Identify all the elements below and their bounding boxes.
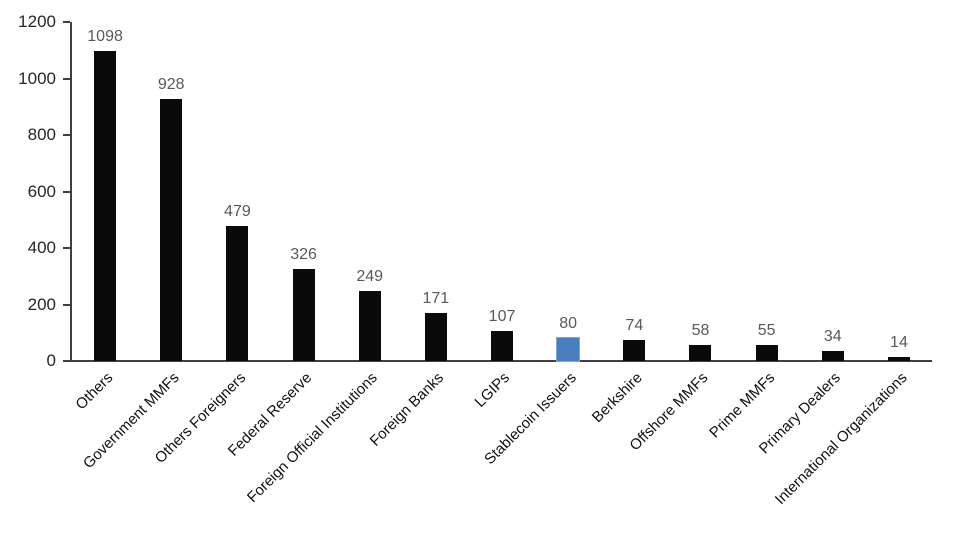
bar-slot: 74 Berkshire [589,22,667,426]
bar-slot: 1098 Others [72,22,138,413]
category-label: Prime MMFs [705,369,778,442]
bar-slot: 58 Offshore MMFs [627,22,733,455]
y-tick-label: 800 [27,125,56,144]
bar [623,340,646,361]
bar-value-label: 74 [625,317,644,335]
y-tick-label: 1200 [18,12,56,31]
bar-slot: 928 Government MMFs [80,22,204,472]
bar-value-label: 80 [559,315,578,333]
bar-value-label: 326 [290,245,317,263]
y-tick-label: 0 [46,351,56,370]
bar-slot: 55 Prime MMFs [706,22,800,441]
y-tick-mark [63,303,70,306]
category-label: LGIPs [471,369,514,411]
y-tick-mark [63,77,70,80]
bar-value-label: 14 [890,334,908,352]
bar-value-label: 1098 [87,27,123,45]
bar [424,312,447,361]
bar-value-label: 58 [691,321,710,339]
y-tick-mark [63,360,70,362]
y-tick-label: 600 [27,181,56,201]
bar-value-label: 249 [356,267,384,285]
bar [160,98,183,361]
bar-value-label: 928 [157,75,185,93]
bar [226,225,249,361]
y-tick-mark [63,247,70,249]
bar [821,351,844,361]
bar-slot: 171 Foreign Banks [367,22,469,450]
category-label: Others [72,369,117,414]
y-tick-mark [63,190,70,193]
bar-slot: 107 LGIPs [469,22,535,411]
category-label: Berkshire [588,369,646,427]
bar-value-label: 34 [823,328,842,346]
bar-value-label: 479 [224,202,251,220]
bar-slot: 479 Others Foreigners [151,22,270,467]
bar [755,345,778,361]
bar [292,268,315,361]
bar-highlighted [557,338,580,361]
bar-slot: 326 Federal Reserve [224,22,336,460]
y-axis-line [70,22,72,362]
y-tick-label: 200 [27,294,56,314]
bar-value-label: 107 [488,307,516,325]
bar-value-label: 55 [757,322,776,340]
y-tick-mark [63,21,70,23]
bar [94,50,117,361]
bar-slot: 14 International Organizations [771,22,932,508]
x-axis-baseline [70,360,932,362]
bar-slot: 249 Foreign Official Institutions [244,22,403,506]
bar-slot: 34 Primary Dealers [756,22,866,457]
category-label: Foreign Official Institutions [244,369,382,507]
bar-value-label: 171 [422,289,450,307]
bar-slot: 80 Stablecoin Issuers [481,22,601,468]
bar [887,357,910,361]
plot-area: 1098 Others 928 Government MMFs 479 Others Fo… [72,22,932,508]
y-axis: 0 200 400 600 800 1000 1200 [0,13,70,370]
category-label: International Organizations [771,369,911,509]
bar [358,290,381,361]
bar [491,330,514,361]
y-tick-label: 400 [27,238,56,257]
y-tick-label: 1000 [18,68,56,88]
y-tick-mark [63,134,70,136]
bar [689,344,712,361]
